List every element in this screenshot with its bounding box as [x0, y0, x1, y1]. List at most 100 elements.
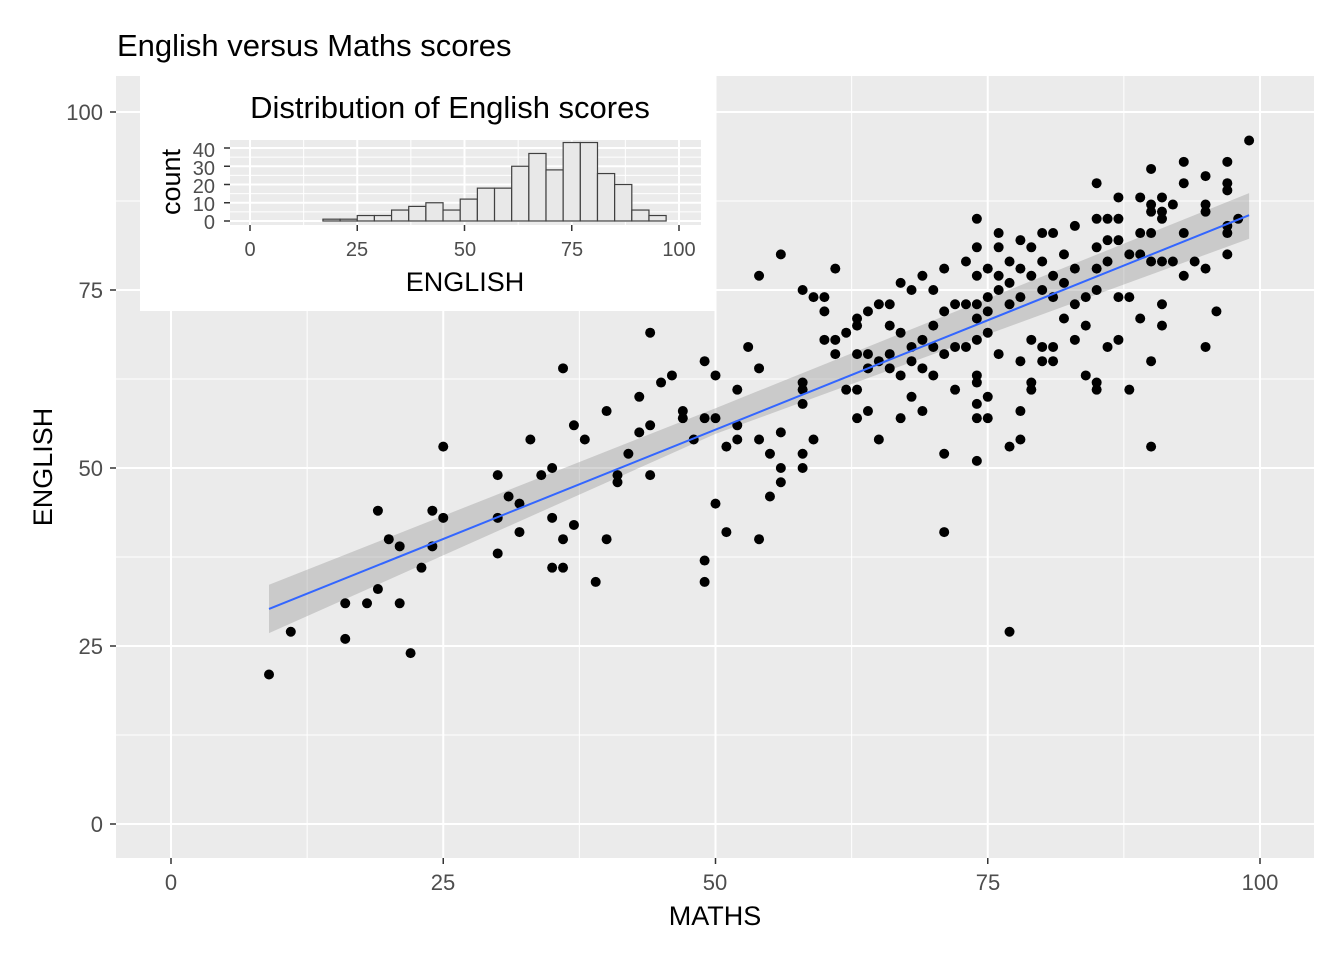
data-point: [536, 470, 547, 481]
data-point: [764, 448, 775, 459]
data-point: [1026, 334, 1037, 345]
x-axis-title: MATHS: [669, 901, 762, 931]
data-point: [830, 349, 841, 360]
inset-x-tick-label: 100: [662, 239, 695, 261]
data-point: [754, 434, 765, 445]
data-point: [514, 498, 525, 509]
data-point: [710, 413, 721, 424]
data-point: [579, 434, 590, 445]
data-point: [1026, 384, 1037, 395]
x-tick-label: 0: [165, 870, 177, 895]
data-point: [797, 448, 808, 459]
data-point: [1135, 192, 1146, 203]
data-point: [1113, 235, 1124, 246]
data-point: [982, 391, 993, 402]
data-point: [764, 491, 775, 502]
y-tick-label: 50: [79, 456, 103, 481]
histogram-bar: [476, 187, 496, 222]
data-point: [1091, 242, 1102, 253]
data-point: [1113, 213, 1124, 224]
histogram-bar: [322, 218, 341, 222]
y-tick-label: 25: [79, 634, 103, 659]
data-point: [656, 377, 667, 388]
data-point: [1058, 249, 1069, 260]
data-point: [612, 470, 623, 481]
scatter-points: [264, 135, 1255, 680]
data-point: [666, 370, 677, 381]
data-point: [1156, 213, 1167, 224]
data-point: [971, 455, 982, 466]
data-point: [721, 527, 732, 538]
data-point: [1091, 213, 1102, 224]
data-point: [1091, 377, 1102, 388]
data-point: [264, 669, 275, 680]
data-point: [558, 562, 569, 573]
data-point: [830, 263, 841, 274]
data-point: [1004, 626, 1015, 637]
data-point: [1146, 199, 1157, 210]
data-point: [645, 327, 656, 338]
data-point: [797, 384, 808, 395]
data-point: [1004, 441, 1015, 452]
data-point: [1026, 377, 1037, 388]
x-tick-label: 100: [1242, 870, 1279, 895]
inset-x-axis-title: ENGLISH: [406, 267, 525, 297]
data-point: [1146, 256, 1157, 267]
data-point: [427, 505, 438, 516]
data-point: [939, 448, 950, 459]
data-point: [993, 270, 1004, 281]
data-point: [1222, 249, 1233, 260]
data-point: [1189, 256, 1200, 267]
data-point: [1178, 178, 1189, 189]
data-point: [732, 434, 743, 445]
data-point: [558, 363, 569, 374]
data-point: [372, 505, 383, 516]
data-point: [862, 349, 873, 360]
data-point: [971, 398, 982, 409]
data-point: [917, 363, 928, 374]
data-point: [1146, 356, 1157, 367]
data-point: [743, 341, 754, 352]
data-point: [1156, 256, 1167, 267]
data-point: [971, 413, 982, 424]
data-point: [939, 349, 950, 360]
histogram-bar: [339, 218, 358, 222]
data-point: [971, 270, 982, 281]
data-point: [547, 463, 558, 473]
data-point: [754, 363, 765, 374]
data-point: [895, 413, 906, 424]
data-point: [808, 292, 819, 303]
data-point: [710, 370, 721, 381]
y-tick-label: 100: [66, 100, 103, 125]
data-point: [950, 341, 961, 352]
data-point: [993, 285, 1004, 295]
data-point: [623, 448, 634, 459]
data-point: [1244, 135, 1255, 146]
data-point: [1113, 192, 1124, 203]
data-point: [950, 384, 961, 395]
data-point: [917, 406, 928, 417]
inset-y-tick-label: 0: [204, 212, 215, 234]
data-point: [1069, 299, 1080, 310]
histogram-bar: [631, 209, 650, 222]
data-point: [982, 327, 993, 338]
data-point: [1135, 313, 1146, 324]
data-point: [873, 299, 884, 310]
data-point: [971, 370, 982, 381]
data-point: [852, 320, 863, 331]
data-point: [1080, 370, 1091, 381]
data-point: [1091, 263, 1102, 274]
data-point: [1015, 434, 1026, 445]
data-point: [1004, 299, 1015, 310]
inset-title: Distribution of English scores: [250, 90, 650, 125]
data-point: [514, 527, 525, 538]
data-point: [1167, 256, 1178, 267]
histogram-bar: [562, 141, 581, 222]
data-point: [873, 434, 884, 445]
data-point: [1069, 220, 1080, 231]
main-title: English versus Maths scores: [117, 28, 512, 63]
histogram-bar: [356, 214, 376, 222]
data-point: [1080, 320, 1091, 331]
data-point: [547, 562, 558, 573]
data-point: [928, 341, 939, 352]
